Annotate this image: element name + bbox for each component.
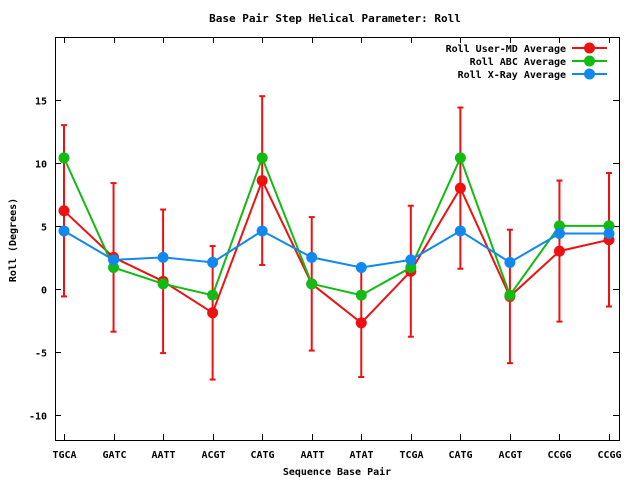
data-point bbox=[108, 261, 120, 273]
data-point bbox=[207, 289, 219, 301]
x-tick-label: CCGG bbox=[597, 450, 621, 461]
data-point bbox=[355, 289, 367, 301]
data-point bbox=[306, 251, 318, 263]
data-point bbox=[157, 278, 169, 290]
chart-title: Base Pair Step Helical Parameter: Roll bbox=[209, 12, 461, 25]
legend-swatch-marker bbox=[584, 55, 595, 67]
legend-label: Roll ABC Average bbox=[470, 57, 566, 68]
data-point bbox=[58, 225, 70, 237]
x-tick-label: TGCA bbox=[52, 450, 76, 461]
data-point bbox=[553, 227, 565, 239]
x-tick-label: TCGA bbox=[399, 450, 423, 461]
data-point bbox=[553, 245, 565, 257]
data-point bbox=[454, 225, 466, 237]
data-point bbox=[405, 261, 417, 273]
y-axis-label: Roll (Degrees) bbox=[8, 198, 19, 282]
data-point bbox=[504, 256, 516, 268]
legend-swatch-marker bbox=[584, 42, 595, 54]
data-point bbox=[454, 182, 466, 194]
data-point bbox=[553, 220, 565, 232]
data-point bbox=[355, 261, 367, 273]
y-tick-label: 15 bbox=[35, 97, 47, 108]
x-tick-label: CCGG bbox=[547, 450, 571, 461]
y-tick-label: -5 bbox=[35, 349, 47, 360]
series-line-1 bbox=[63, 155, 609, 298]
x-tick-label: AATT bbox=[151, 450, 175, 461]
data-point bbox=[157, 251, 169, 263]
data-point bbox=[58, 205, 70, 217]
data-point bbox=[405, 254, 417, 266]
legend-label: Roll User-MD Average bbox=[446, 44, 566, 55]
data-point bbox=[108, 254, 120, 266]
x-tick-label: ACGT bbox=[498, 450, 522, 461]
x-tick-label: GATC bbox=[102, 450, 126, 461]
data-point bbox=[454, 152, 466, 164]
data-point bbox=[603, 220, 615, 232]
data-point bbox=[58, 152, 70, 164]
y-tick-label: 5 bbox=[41, 223, 47, 234]
data-point bbox=[256, 152, 268, 164]
data-point bbox=[504, 289, 516, 301]
data-point bbox=[306, 278, 318, 290]
legend-swatch-marker bbox=[584, 68, 595, 80]
plot-frame bbox=[55, 37, 620, 441]
data-point bbox=[603, 227, 615, 239]
series-layer bbox=[58, 152, 615, 329]
data-point bbox=[355, 317, 367, 329]
data-point bbox=[256, 175, 268, 187]
x-axis-label: Sequence Base Pair bbox=[283, 466, 391, 478]
x-tick-label: ATAT bbox=[349, 450, 373, 461]
legend: Roll User-MD Average Roll ABC Average Roll… bbox=[446, 42, 607, 81]
series-line-2 bbox=[63, 229, 609, 269]
x-tick-label: ACGT bbox=[201, 450, 225, 461]
data-point bbox=[256, 225, 268, 237]
x-tick-label: CATG bbox=[250, 450, 274, 461]
data-point bbox=[207, 256, 219, 268]
y-tick-label: -10 bbox=[29, 412, 47, 423]
y-tick-label: 0 bbox=[41, 286, 47, 297]
series-line-0 bbox=[63, 178, 610, 325]
legend-label: Roll X-Ray Average bbox=[458, 70, 566, 81]
data-point bbox=[207, 307, 219, 319]
x-tick-label: CATG bbox=[448, 450, 472, 461]
x-tick-label: AATT bbox=[300, 450, 324, 461]
y-tick-label: 10 bbox=[35, 160, 47, 171]
